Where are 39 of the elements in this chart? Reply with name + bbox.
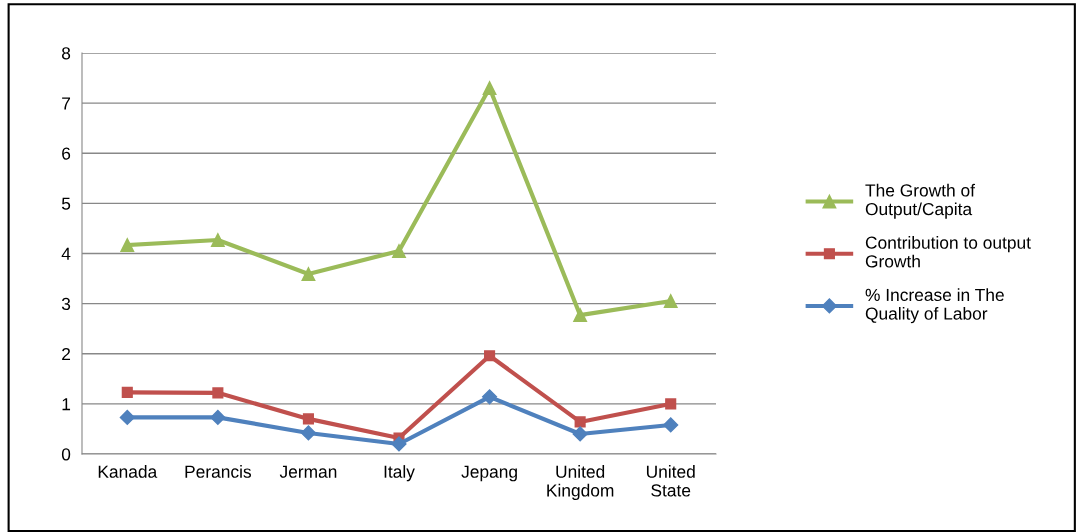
x-tick-label: United Kingdom <box>547 465 614 500</box>
point <box>665 398 677 410</box>
y-tick-label: 2 <box>62 347 71 361</box>
point <box>212 387 224 399</box>
point <box>482 81 497 96</box>
point <box>302 413 314 425</box>
y-tick-label: 7 <box>62 97 71 110</box>
x-tick-label: Italy <box>384 465 415 482</box>
point <box>210 233 225 247</box>
y-tick-label: 8 <box>61 47 71 60</box>
point <box>119 409 135 425</box>
y-tick-label: 3 <box>61 297 71 311</box>
point <box>573 308 588 323</box>
y-tick-label: 5 <box>61 197 71 210</box>
x-tick-label: Jepang <box>461 465 517 482</box>
point <box>574 416 586 428</box>
point <box>663 417 679 433</box>
legend-label: Contribution to output Growth <box>865 236 1031 268</box>
y-tick-label: 4 <box>61 247 71 260</box>
point <box>391 436 407 452</box>
legend-label: % Increase in The Quality of Labor <box>865 288 1004 324</box>
point <box>482 389 498 405</box>
point <box>663 294 678 309</box>
x-tick-label: United State <box>646 465 695 497</box>
x-tick-label: Perancis <box>185 465 251 478</box>
legend-label: The Growth of Output/Capita <box>865 183 976 219</box>
y-tick-label: 6 <box>62 147 71 160</box>
point <box>210 409 226 425</box>
point <box>572 426 588 442</box>
x-tick-label: Kanada <box>98 465 158 478</box>
point <box>301 267 316 281</box>
x-tick-label: Jerman <box>279 465 337 478</box>
point <box>121 386 133 398</box>
y-tick-label: 0 <box>61 448 71 461</box>
point <box>300 425 316 441</box>
point <box>392 244 406 258</box>
point <box>484 350 496 362</box>
y-tick-label: 1 <box>62 398 71 411</box>
point <box>120 238 135 252</box>
